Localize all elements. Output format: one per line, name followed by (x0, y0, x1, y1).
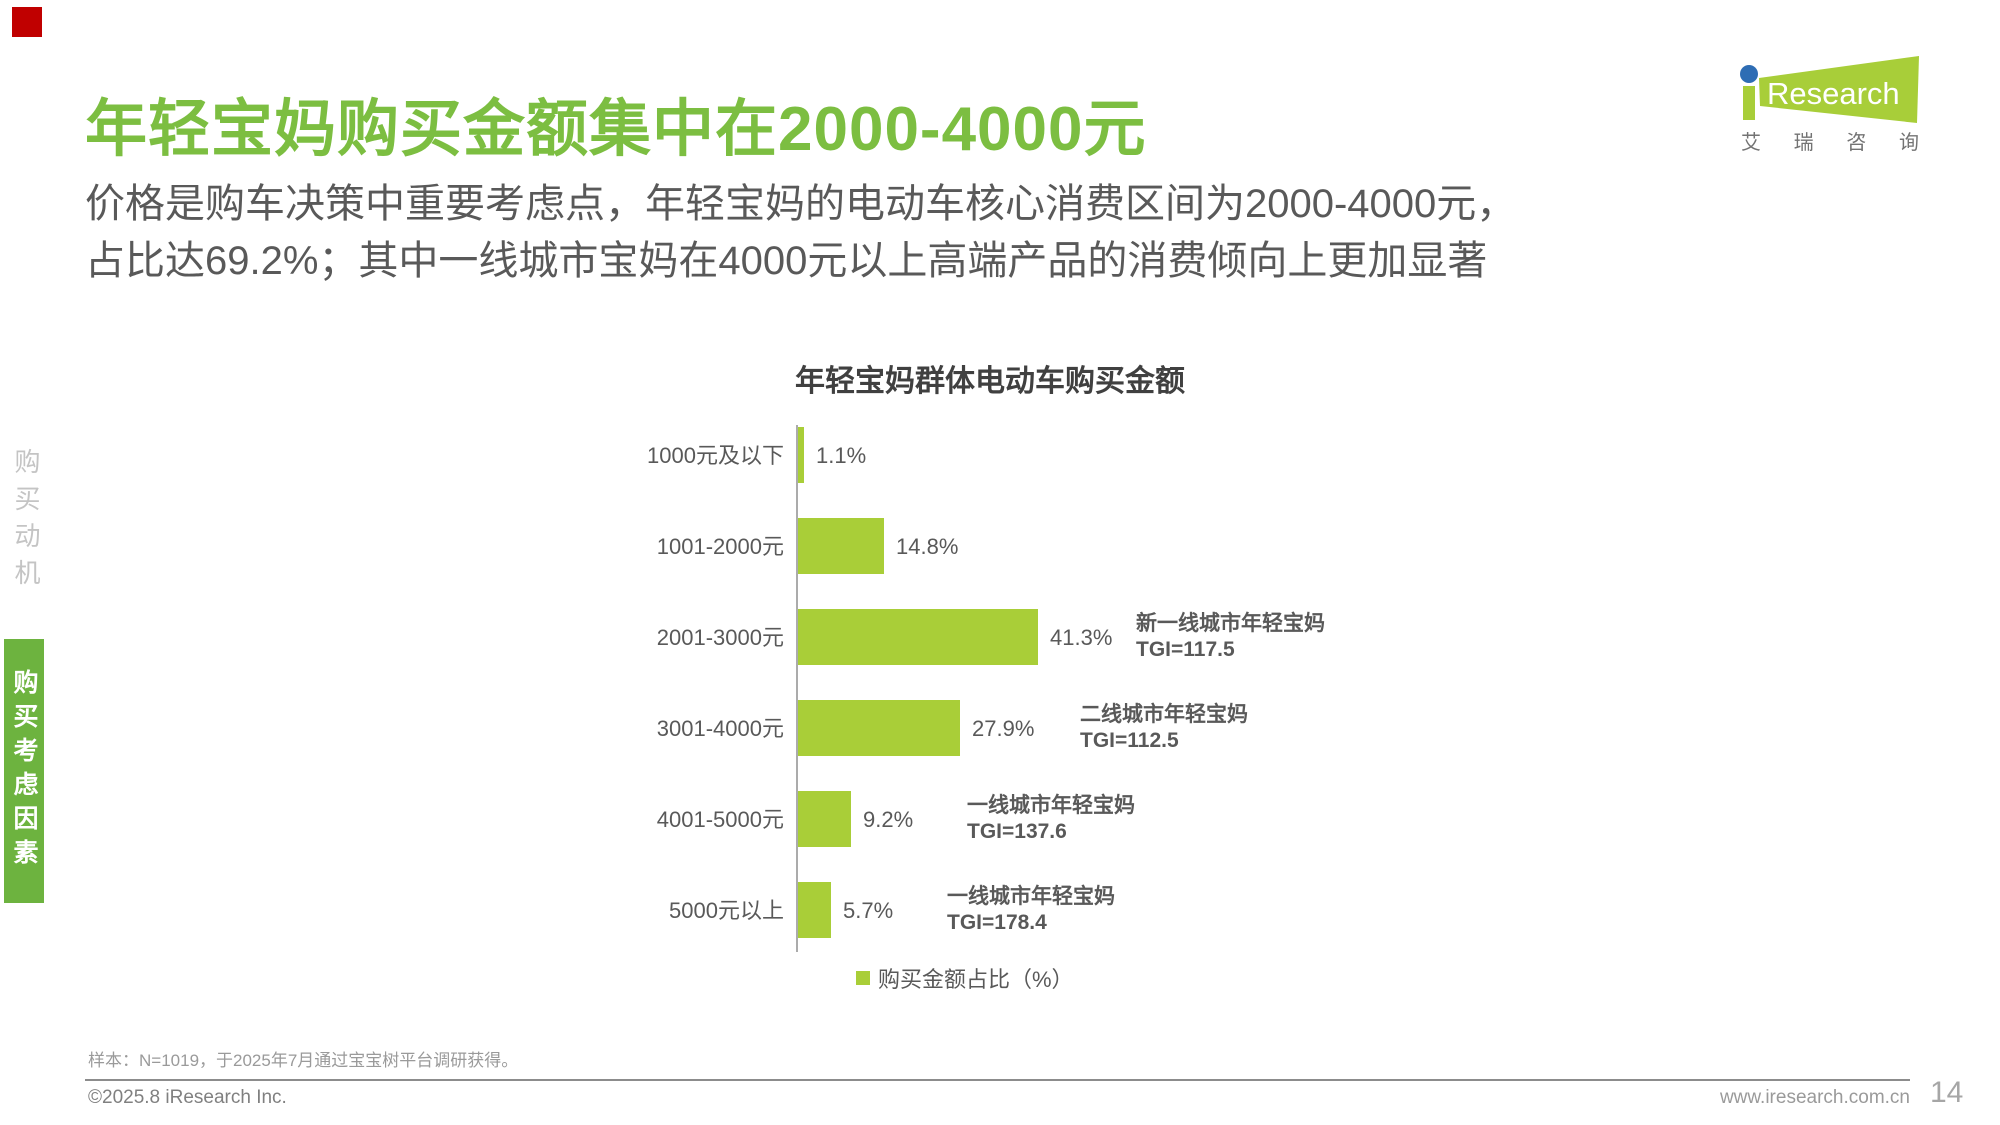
footer-divider (85, 1079, 1910, 1081)
chart-row: 3001-4000元 27.9% 二线城市年轻宝妈 TGI=112.5 (0, 683, 2000, 774)
page-subtitle: 价格是购车决策中重要考虑点，年轻宝妈的电动车核心消费区间为2000-4000元，… (85, 176, 1565, 290)
tgi-annotation-value: TGI=178.4 (947, 911, 1047, 934)
logo-i-dot-icon (1740, 65, 1758, 83)
category-label: 4001-5000元 (656, 807, 784, 832)
chart-row: 4001-5000元 9.2% 一线城市年轻宝妈 TGI=137.6 (0, 774, 2000, 865)
logo-cn-char: 艾 (1741, 132, 1761, 154)
legend-label: 购买金额占比（%） (878, 967, 1074, 992)
tgi-annotation: 新一线城市年轻宝妈 TGI=117.5 (1136, 611, 1325, 663)
tgi-annotation-value: TGI=117.5 (1136, 638, 1235, 661)
bar (798, 882, 831, 938)
chart-y-axis (796, 425, 798, 952)
tgi-annotation-group: 一线城市年轻宝妈 (947, 885, 1115, 908)
bar (798, 609, 1038, 665)
chart-row: 1000元及以下 1.1% (0, 410, 2000, 501)
logo-wordmark: Research (1767, 76, 1900, 111)
chart-row: 5000元以上 5.7% 一线城市年轻宝妈 TGI=178.4 (0, 865, 2000, 956)
tgi-annotation-value: TGI=137.6 (967, 820, 1067, 843)
tgi-annotation: 二线城市年轻宝妈 TGI=112.5 (1080, 702, 1248, 754)
iresearch-logo: Research (1735, 48, 1930, 128)
category-label: 3001-4000元 (656, 716, 784, 741)
page-subtitle-line1: 价格是购车决策中重要考虑点，年轻宝妈的电动车核心消费区间为2000-4000元， (85, 182, 1517, 226)
logo-cn-char: 询 (1898, 132, 1919, 154)
copyright-text: ©2025.8 iResearch Inc. (88, 1087, 287, 1108)
category-label: 1000元及以下 (647, 443, 784, 468)
bar (798, 427, 804, 483)
value-label: 9.2% (863, 807, 914, 832)
value-label: 27.9% (972, 716, 1035, 741)
tgi-annotation-value: TGI=112.5 (1080, 729, 1179, 752)
chart-row: 1001-2000元 14.8% (0, 501, 2000, 592)
website-url: www.iresearch.com.cn (1719, 1087, 1910, 1108)
tgi-annotation: 一线城市年轻宝妈 TGI=178.4 (947, 884, 1115, 936)
chart-legend: 购买金额占比（%） (856, 962, 1074, 994)
page-title: 年轻宝妈购买金额集中在2000-4000元 (85, 95, 1147, 164)
bar (798, 700, 960, 756)
tgi-annotation-group: 一线城市年轻宝妈 (967, 794, 1135, 817)
category-label: 2001-3000元 (656, 625, 784, 650)
logo-cn-char: 瑞 (1793, 132, 1814, 154)
logo-chinese-name: 艾 瑞 咨 询 (1741, 126, 1919, 155)
logo-i-stem (1743, 86, 1755, 120)
tgi-annotation: 一线城市年轻宝妈 TGI=137.6 (967, 793, 1135, 845)
chart-title: 年轻宝妈群体电动车购买金额 (795, 365, 1185, 398)
logo-banner-shape (1759, 56, 1919, 123)
tgi-annotation-group: 二线城市年轻宝妈 (1080, 703, 1248, 726)
logo-cn-char: 咨 (1846, 132, 1867, 154)
red-corner-marker (12, 7, 42, 37)
value-label: 14.8% (896, 534, 959, 559)
sample-note: 样本：N=1019，于2025年7月通过宝宝树平台调研获得。 (88, 1051, 519, 1070)
category-label: 1001-2000元 (656, 534, 784, 559)
value-label: 41.3% (1050, 625, 1113, 650)
page-number: 14 (1930, 1076, 1964, 1109)
iresearch-logo-icon: Research (1740, 56, 1919, 123)
sidebar-section-active-label: 购买考虑因素 (10, 669, 38, 873)
category-label: 5000元以上 (669, 898, 784, 923)
bar (798, 518, 884, 574)
bar (798, 791, 851, 847)
chart-row: 2001-3000元 41.3% 新一线城市年轻宝妈 TGI=117.5 (0, 592, 2000, 683)
tgi-annotation-group: 新一线城市年轻宝妈 (1136, 612, 1325, 635)
legend-swatch-icon (856, 971, 870, 985)
sidebar-section-purchase-considerations: 购买考虑因素 (4, 639, 44, 903)
sidebar-section-purchase-motivation: 购买动机 (11, 448, 41, 596)
value-label: 5.7% (843, 898, 894, 923)
page-subtitle-line2: 占比达69.2%；其中一线城市宝妈在4000元以上高端产品的消费倾向上更加显著 (85, 239, 1488, 283)
value-label: 1.1% (816, 443, 867, 468)
